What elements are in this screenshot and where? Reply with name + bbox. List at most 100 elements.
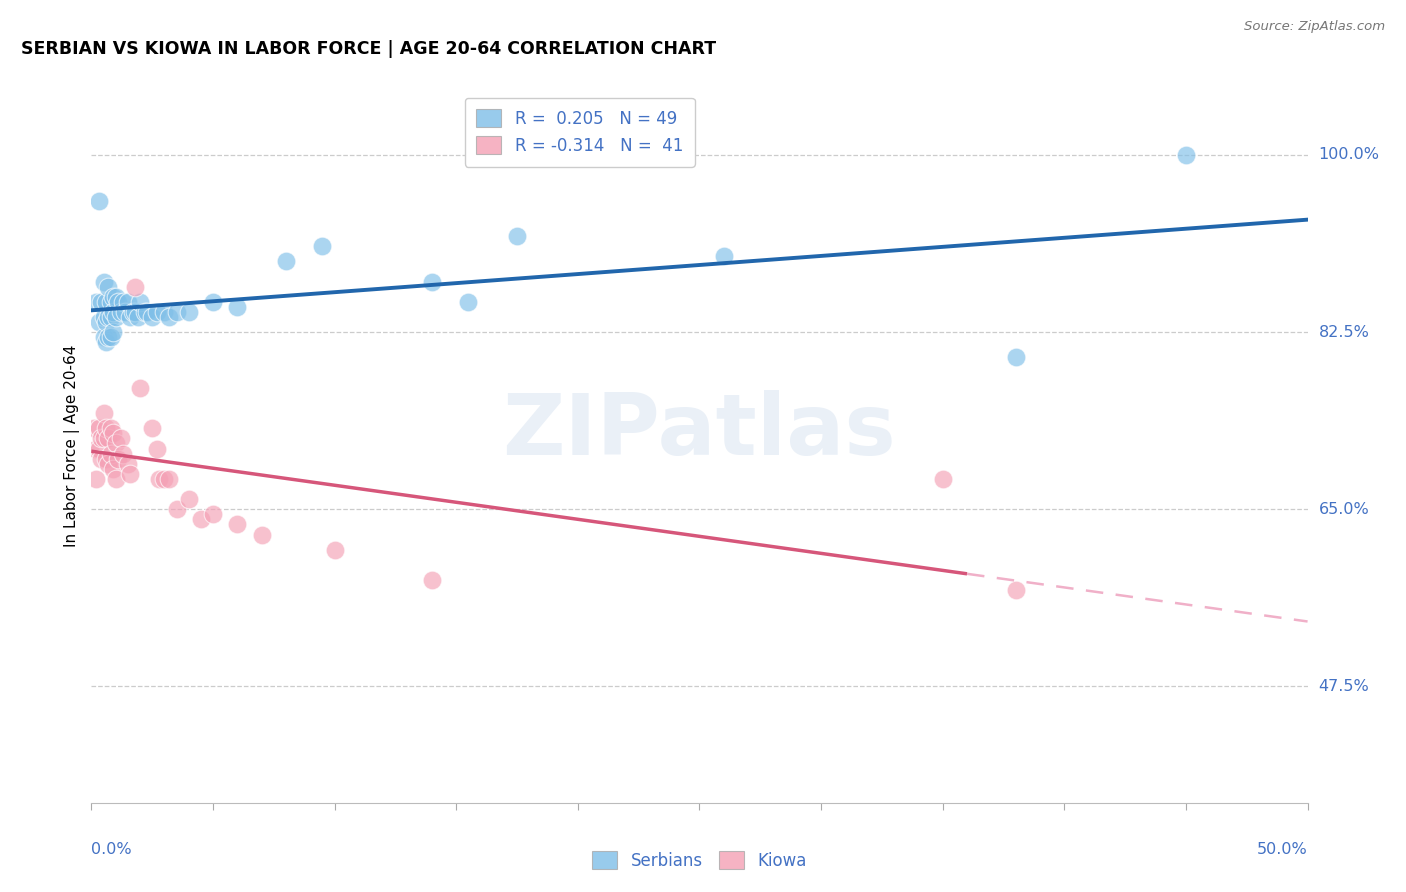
Point xyxy=(103,290,125,304)
Point xyxy=(104,436,127,450)
Point xyxy=(103,305,125,319)
Point xyxy=(100,447,122,461)
Point xyxy=(117,294,139,309)
Point xyxy=(311,239,333,253)
Point xyxy=(226,517,249,532)
Point xyxy=(323,542,346,557)
Point xyxy=(87,194,110,208)
Legend: Serbians, Kiowa: Serbians, Kiowa xyxy=(585,845,814,877)
Point xyxy=(1004,351,1026,365)
Point xyxy=(87,315,110,329)
Point xyxy=(84,472,107,486)
Point xyxy=(90,431,112,445)
Text: 0.0%: 0.0% xyxy=(91,842,132,856)
Point xyxy=(177,492,200,507)
Point xyxy=(100,294,122,309)
Point xyxy=(93,431,115,445)
Point xyxy=(713,249,735,263)
Point xyxy=(97,431,120,445)
Point xyxy=(931,472,953,486)
Point xyxy=(94,451,117,466)
Point xyxy=(136,305,159,319)
Point xyxy=(166,305,188,319)
Point xyxy=(94,315,117,329)
Text: 65.0%: 65.0% xyxy=(1319,502,1369,516)
Point xyxy=(114,305,136,319)
Point xyxy=(127,310,149,324)
Point xyxy=(1004,583,1026,598)
Text: SERBIAN VS KIOWA IN LABOR FORCE | AGE 20-64 CORRELATION CHART: SERBIAN VS KIOWA IN LABOR FORCE | AGE 20… xyxy=(21,40,716,58)
Point xyxy=(157,310,180,324)
Point xyxy=(107,294,129,309)
Point xyxy=(111,447,134,461)
Point xyxy=(93,275,115,289)
Point xyxy=(157,472,180,486)
Point xyxy=(97,457,120,471)
Point xyxy=(117,457,139,471)
Point xyxy=(94,335,117,350)
Point xyxy=(110,305,132,319)
Point xyxy=(84,294,107,309)
Point xyxy=(110,431,132,445)
Point xyxy=(103,426,125,441)
Point xyxy=(134,305,156,319)
Point xyxy=(97,310,120,324)
Point xyxy=(274,254,297,268)
Point xyxy=(93,310,115,324)
Point xyxy=(120,467,142,481)
Point xyxy=(148,472,170,486)
Point xyxy=(83,421,105,435)
Point xyxy=(103,462,125,476)
Point xyxy=(100,421,122,435)
Point xyxy=(100,330,122,344)
Point xyxy=(104,290,127,304)
Point xyxy=(124,305,146,319)
Point xyxy=(506,229,529,244)
Text: 100.0%: 100.0% xyxy=(1319,147,1379,162)
Point xyxy=(141,310,163,324)
Point xyxy=(104,472,127,486)
Point xyxy=(97,330,120,344)
Point xyxy=(84,442,107,456)
Point xyxy=(146,442,169,456)
Point xyxy=(190,512,212,526)
Text: ZIPatlas: ZIPatlas xyxy=(502,390,897,474)
Point xyxy=(153,305,176,319)
Point xyxy=(124,279,146,293)
Point xyxy=(97,279,120,293)
Y-axis label: In Labor Force | Age 20-64: In Labor Force | Age 20-64 xyxy=(65,345,80,547)
Point xyxy=(93,330,115,344)
Point xyxy=(107,451,129,466)
Point xyxy=(129,294,152,309)
Point xyxy=(121,305,143,319)
Text: 50.0%: 50.0% xyxy=(1257,842,1308,856)
Point xyxy=(87,442,110,456)
Point xyxy=(146,305,169,319)
Point xyxy=(420,573,443,587)
Point xyxy=(202,294,225,309)
Point xyxy=(226,300,249,314)
Point xyxy=(87,421,110,435)
Point xyxy=(103,325,125,339)
Point xyxy=(90,451,112,466)
Point xyxy=(90,294,112,309)
Point xyxy=(94,421,117,435)
Point xyxy=(166,502,188,516)
Point xyxy=(129,381,152,395)
Point xyxy=(177,305,200,319)
Point xyxy=(202,508,225,522)
Point xyxy=(93,406,115,420)
Point xyxy=(100,310,122,324)
Point xyxy=(457,294,479,309)
Point xyxy=(420,275,443,289)
Point xyxy=(1175,148,1198,162)
Point xyxy=(94,294,117,309)
Point xyxy=(111,294,134,309)
Text: 82.5%: 82.5% xyxy=(1319,325,1369,340)
Point xyxy=(120,310,142,324)
Point xyxy=(250,527,273,541)
Point xyxy=(141,421,163,435)
Point xyxy=(153,472,176,486)
Text: 47.5%: 47.5% xyxy=(1319,679,1369,694)
Text: Source: ZipAtlas.com: Source: ZipAtlas.com xyxy=(1244,20,1385,33)
